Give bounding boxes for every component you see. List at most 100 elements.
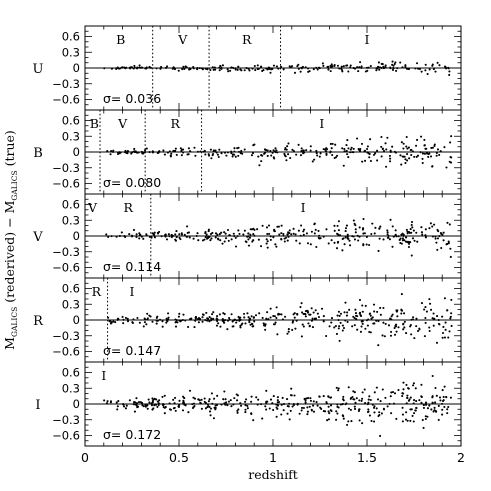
data-point [160, 235, 163, 238]
data-point [393, 62, 396, 65]
y-tick-label: 0 [73, 229, 80, 243]
data-point [391, 68, 395, 72]
data-point [257, 155, 260, 158]
data-point [420, 383, 423, 386]
data-point [339, 234, 342, 237]
data-point [368, 243, 371, 247]
data-point [211, 402, 214, 405]
data-point [448, 73, 451, 76]
data-point [428, 68, 431, 71]
data-point [327, 395, 330, 398]
data-point [225, 154, 228, 157]
data-point [313, 158, 316, 161]
data-point [108, 319, 112, 322]
data-point [390, 412, 393, 415]
data-point [114, 321, 117, 324]
data-point [376, 398, 380, 401]
data-point [395, 69, 398, 72]
data-point [415, 62, 419, 65]
data-point [293, 71, 297, 74]
data-point [444, 328, 447, 331]
data-point [232, 232, 235, 235]
data-point [440, 402, 444, 405]
data-point [266, 311, 269, 314]
data-point [239, 402, 242, 405]
data-point [402, 147, 405, 150]
data-point [156, 315, 159, 318]
data-point [424, 63, 427, 66]
data-point [432, 68, 435, 71]
data-point [115, 401, 118, 404]
data-point [268, 232, 271, 235]
data-point [449, 161, 453, 164]
data-point [411, 237, 415, 240]
data-point [386, 236, 389, 239]
data-point [266, 240, 269, 243]
data-point [282, 232, 285, 236]
data-point [207, 317, 210, 320]
data-point [405, 411, 408, 414]
data-point [124, 407, 127, 410]
data-point [139, 401, 142, 404]
data-point [110, 150, 113, 153]
data-point [436, 315, 439, 318]
data-point [265, 226, 269, 229]
data-point [223, 240, 226, 243]
data-point [128, 233, 131, 236]
data-point [302, 406, 305, 410]
data-point [396, 315, 399, 318]
data-point [300, 67, 303, 70]
data-point [116, 66, 119, 69]
data-point [296, 402, 299, 405]
data-point [370, 419, 373, 423]
data-point [138, 237, 141, 240]
data-point [172, 407, 175, 410]
data-point [134, 403, 137, 406]
y-tick-label: 0 [73, 313, 80, 327]
data-point [261, 417, 264, 420]
x-tick-label: 0.5 [169, 450, 189, 465]
data-point [292, 149, 295, 153]
data-point [409, 228, 412, 231]
data-point [166, 151, 169, 154]
data-point [221, 319, 224, 322]
data-point [301, 323, 304, 326]
data-point [447, 336, 450, 339]
data-point [307, 67, 310, 70]
data-point [196, 68, 199, 71]
data-point [181, 409, 185, 412]
data-point [167, 316, 170, 319]
data-point [388, 160, 392, 163]
data-point [375, 69, 378, 72]
data-point [124, 67, 127, 70]
data-point [146, 407, 149, 410]
data-point [369, 65, 372, 68]
data-point [142, 237, 145, 240]
data-point [424, 401, 428, 404]
data-point [412, 420, 415, 423]
data-point [207, 400, 210, 403]
data-point [130, 152, 133, 155]
data-point [244, 240, 247, 243]
data-point [274, 321, 277, 324]
data-point [260, 403, 263, 406]
data-point [228, 316, 231, 320]
data-point [311, 160, 314, 163]
data-point [376, 149, 379, 152]
data-point [322, 395, 325, 398]
data-point [273, 228, 276, 231]
data-point [293, 316, 296, 319]
data-point [248, 318, 251, 321]
data-point [174, 409, 177, 412]
data-point [250, 400, 253, 403]
data-point [161, 325, 164, 328]
data-point [368, 152, 371, 156]
x-axis-title: redshift [248, 467, 298, 482]
data-point [133, 64, 136, 67]
data-point [206, 403, 209, 406]
data-point [364, 327, 367, 330]
data-point [151, 397, 154, 400]
data-point [276, 151, 279, 154]
data-point [223, 312, 226, 316]
data-point [272, 236, 275, 239]
